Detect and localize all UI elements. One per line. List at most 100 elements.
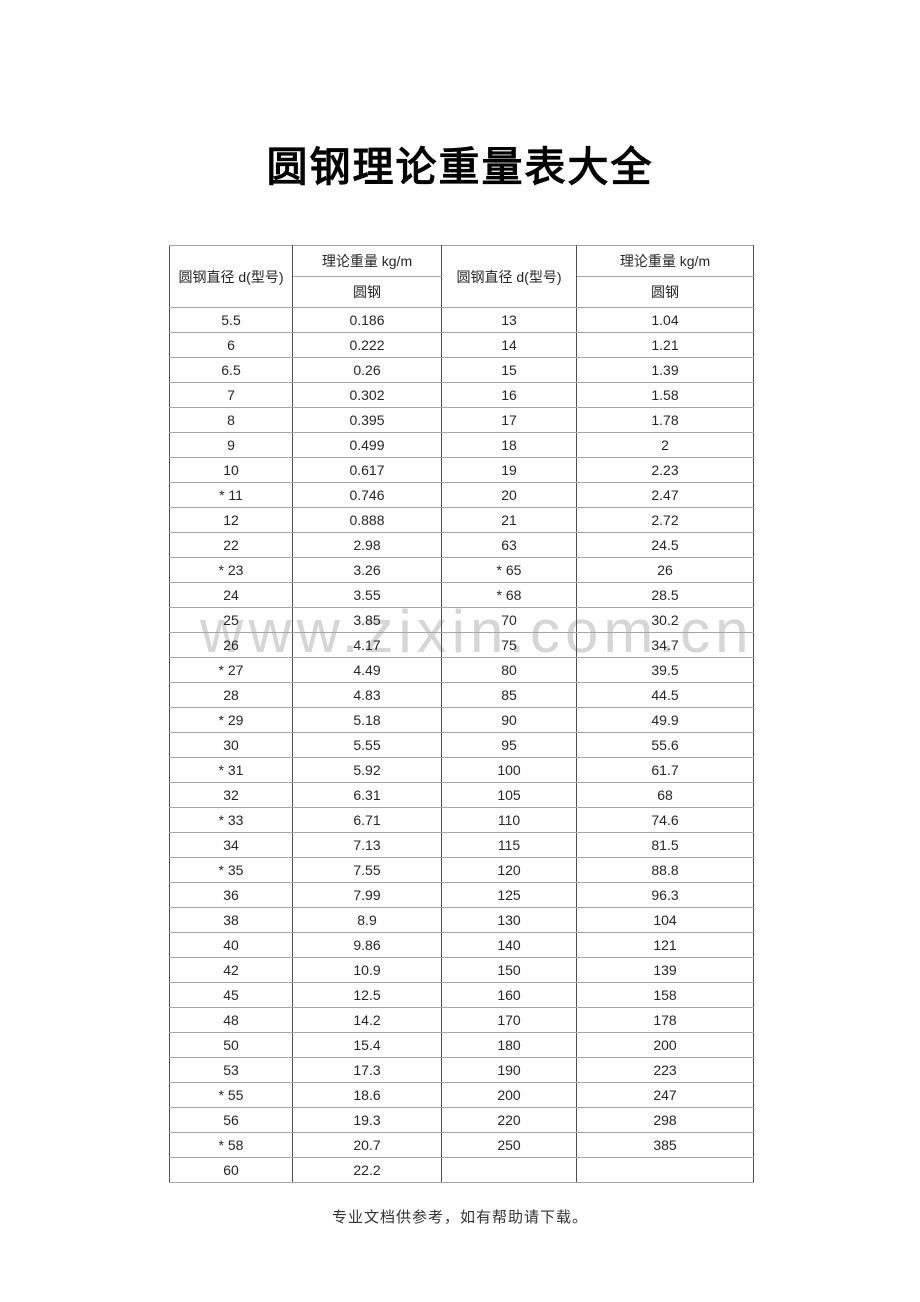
table-cell: 4.17 <box>292 632 442 658</box>
table-row: 42 10.9 150 139 <box>169 957 754 983</box>
table-row: 22 2.98 63 24.5 <box>169 532 754 558</box>
table-cell: 45 <box>169 982 293 1008</box>
table-row: 28 4.83 85 44.5 <box>169 682 754 708</box>
table-row: 12 0.888 21 2.72 <box>169 507 754 533</box>
table-cell: 70 <box>441 607 577 633</box>
table-cell: 15.4 <box>292 1032 442 1058</box>
header-row-top: 圆钢直径 d(型号) 理论重量 kg/m 圆钢直径 d(型号) 理论重量 kg/… <box>169 245 754 308</box>
table-cell: 34.7 <box>576 632 754 658</box>
table-cell: 1.21 <box>576 332 754 358</box>
table-cell: 158 <box>576 982 754 1008</box>
table-row: * 11 0.746 20 2.47 <box>169 482 754 508</box>
table-cell: 6 <box>169 332 293 358</box>
table-row: 26 4.17 75 34.7 <box>169 632 754 658</box>
table-cell: 61.7 <box>576 757 754 783</box>
table-cell: 14 <box>441 332 577 358</box>
table-cell: 104 <box>576 907 754 933</box>
table-cell: 5.18 <box>292 707 442 733</box>
round-steel-weight-table: 圆钢直径 d(型号) 理论重量 kg/m 圆钢直径 d(型号) 理论重量 kg/… <box>169 245 754 1183</box>
table-row: * 35 7.55 120 88.8 <box>169 857 754 883</box>
header-weight-right-sub: 圆钢 <box>576 276 754 308</box>
table-cell: 3.55 <box>292 582 442 608</box>
table-cell: 50 <box>169 1032 293 1058</box>
table-cell: 34 <box>169 832 293 858</box>
table-cell: 9 <box>169 432 293 458</box>
table-cell: 120 <box>441 857 577 883</box>
table-cell: * 11 <box>169 482 293 508</box>
table-cell: 68 <box>576 782 754 808</box>
table-cell: 3.85 <box>292 607 442 633</box>
table-cell: 28.5 <box>576 582 754 608</box>
table-cell: 1.39 <box>576 357 754 383</box>
table-cell: 26 <box>169 632 293 658</box>
table-cell: * 23 <box>169 557 293 583</box>
table-cell: * 31 <box>169 757 293 783</box>
table-cell: 95 <box>441 732 577 758</box>
table-row: * 31 5.92 100 61.7 <box>169 757 754 783</box>
table-row: 60 22.2 <box>169 1157 754 1183</box>
table-row: 38 8.9 130 104 <box>169 907 754 933</box>
table-cell: 150 <box>441 957 577 983</box>
table-cell: 125 <box>441 882 577 908</box>
table-row: 30 5.55 95 55.6 <box>169 732 754 758</box>
table-cell: 0.888 <box>292 507 442 533</box>
table-cell: 25 <box>169 607 293 633</box>
table-cell: 121 <box>576 932 754 958</box>
table-cell: * 55 <box>169 1082 293 1108</box>
table-cell: 74.6 <box>576 807 754 833</box>
table-cell: * 27 <box>169 657 293 683</box>
header-weight-left-title: 理论重量 kg/m <box>292 245 442 277</box>
table-cell: 100 <box>441 757 577 783</box>
table-row: 8 0.395 17 1.78 <box>169 407 754 433</box>
table-cell: 139 <box>576 957 754 983</box>
table-cell: 0.186 <box>292 307 442 333</box>
table-cell: 10.9 <box>292 957 442 983</box>
table-cell: 21 <box>441 507 577 533</box>
table-cell: 220 <box>441 1107 577 1133</box>
table-row: 7 0.302 16 1.58 <box>169 382 754 408</box>
table-row: 50 15.4 180 200 <box>169 1032 754 1058</box>
table-cell: 247 <box>576 1082 754 1108</box>
table-cell: 4.83 <box>292 682 442 708</box>
table-cell: 19 <box>441 457 577 483</box>
table-cell: 2.72 <box>576 507 754 533</box>
table-cell: 250 <box>441 1132 577 1158</box>
table-cell: 105 <box>441 782 577 808</box>
table-cell: * 33 <box>169 807 293 833</box>
table-cell: 28 <box>169 682 293 708</box>
table-cell: * 58 <box>169 1132 293 1158</box>
table-cell: * 29 <box>169 707 293 733</box>
table-cell: 40 <box>169 932 293 958</box>
table-cell: 56 <box>169 1107 293 1133</box>
table-cell: 5.55 <box>292 732 442 758</box>
header-weight-right-title: 理论重量 kg/m <box>576 245 754 277</box>
table-cell: 44.5 <box>576 682 754 708</box>
table-row: 6 0.222 14 1.21 <box>169 332 754 358</box>
table-cell: 90 <box>441 707 577 733</box>
table-cell: 10 <box>169 457 293 483</box>
table-cell: 17.3 <box>292 1057 442 1083</box>
table-cell: 96.3 <box>576 882 754 908</box>
table-cell: 30 <box>169 732 293 758</box>
table-cell: 9.86 <box>292 932 442 958</box>
table-row: 10 0.617 19 2.23 <box>169 457 754 483</box>
table-cell: 170 <box>441 1007 577 1033</box>
table-cell: 20 <box>441 482 577 508</box>
table-cell: 5.5 <box>169 307 293 333</box>
table-cell: 2 <box>576 432 754 458</box>
header-diameter-right: 圆钢直径 d(型号) <box>441 245 577 308</box>
table-cell: 49.9 <box>576 707 754 733</box>
table-cell: 7.55 <box>292 857 442 883</box>
table-row: * 27 4.49 80 39.5 <box>169 657 754 683</box>
table-row: * 29 5.18 90 49.9 <box>169 707 754 733</box>
table-cell: 22.2 <box>292 1157 442 1183</box>
table-cell: 32 <box>169 782 293 808</box>
table-cell: 7.99 <box>292 882 442 908</box>
table-row: 56 19.3 220 298 <box>169 1107 754 1133</box>
table-cell: 55.6 <box>576 732 754 758</box>
table-row: * 58 20.7 250 385 <box>169 1132 754 1158</box>
table-cell: 1.58 <box>576 382 754 408</box>
table-cell: 0.222 <box>292 332 442 358</box>
table-cell: 12.5 <box>292 982 442 1008</box>
